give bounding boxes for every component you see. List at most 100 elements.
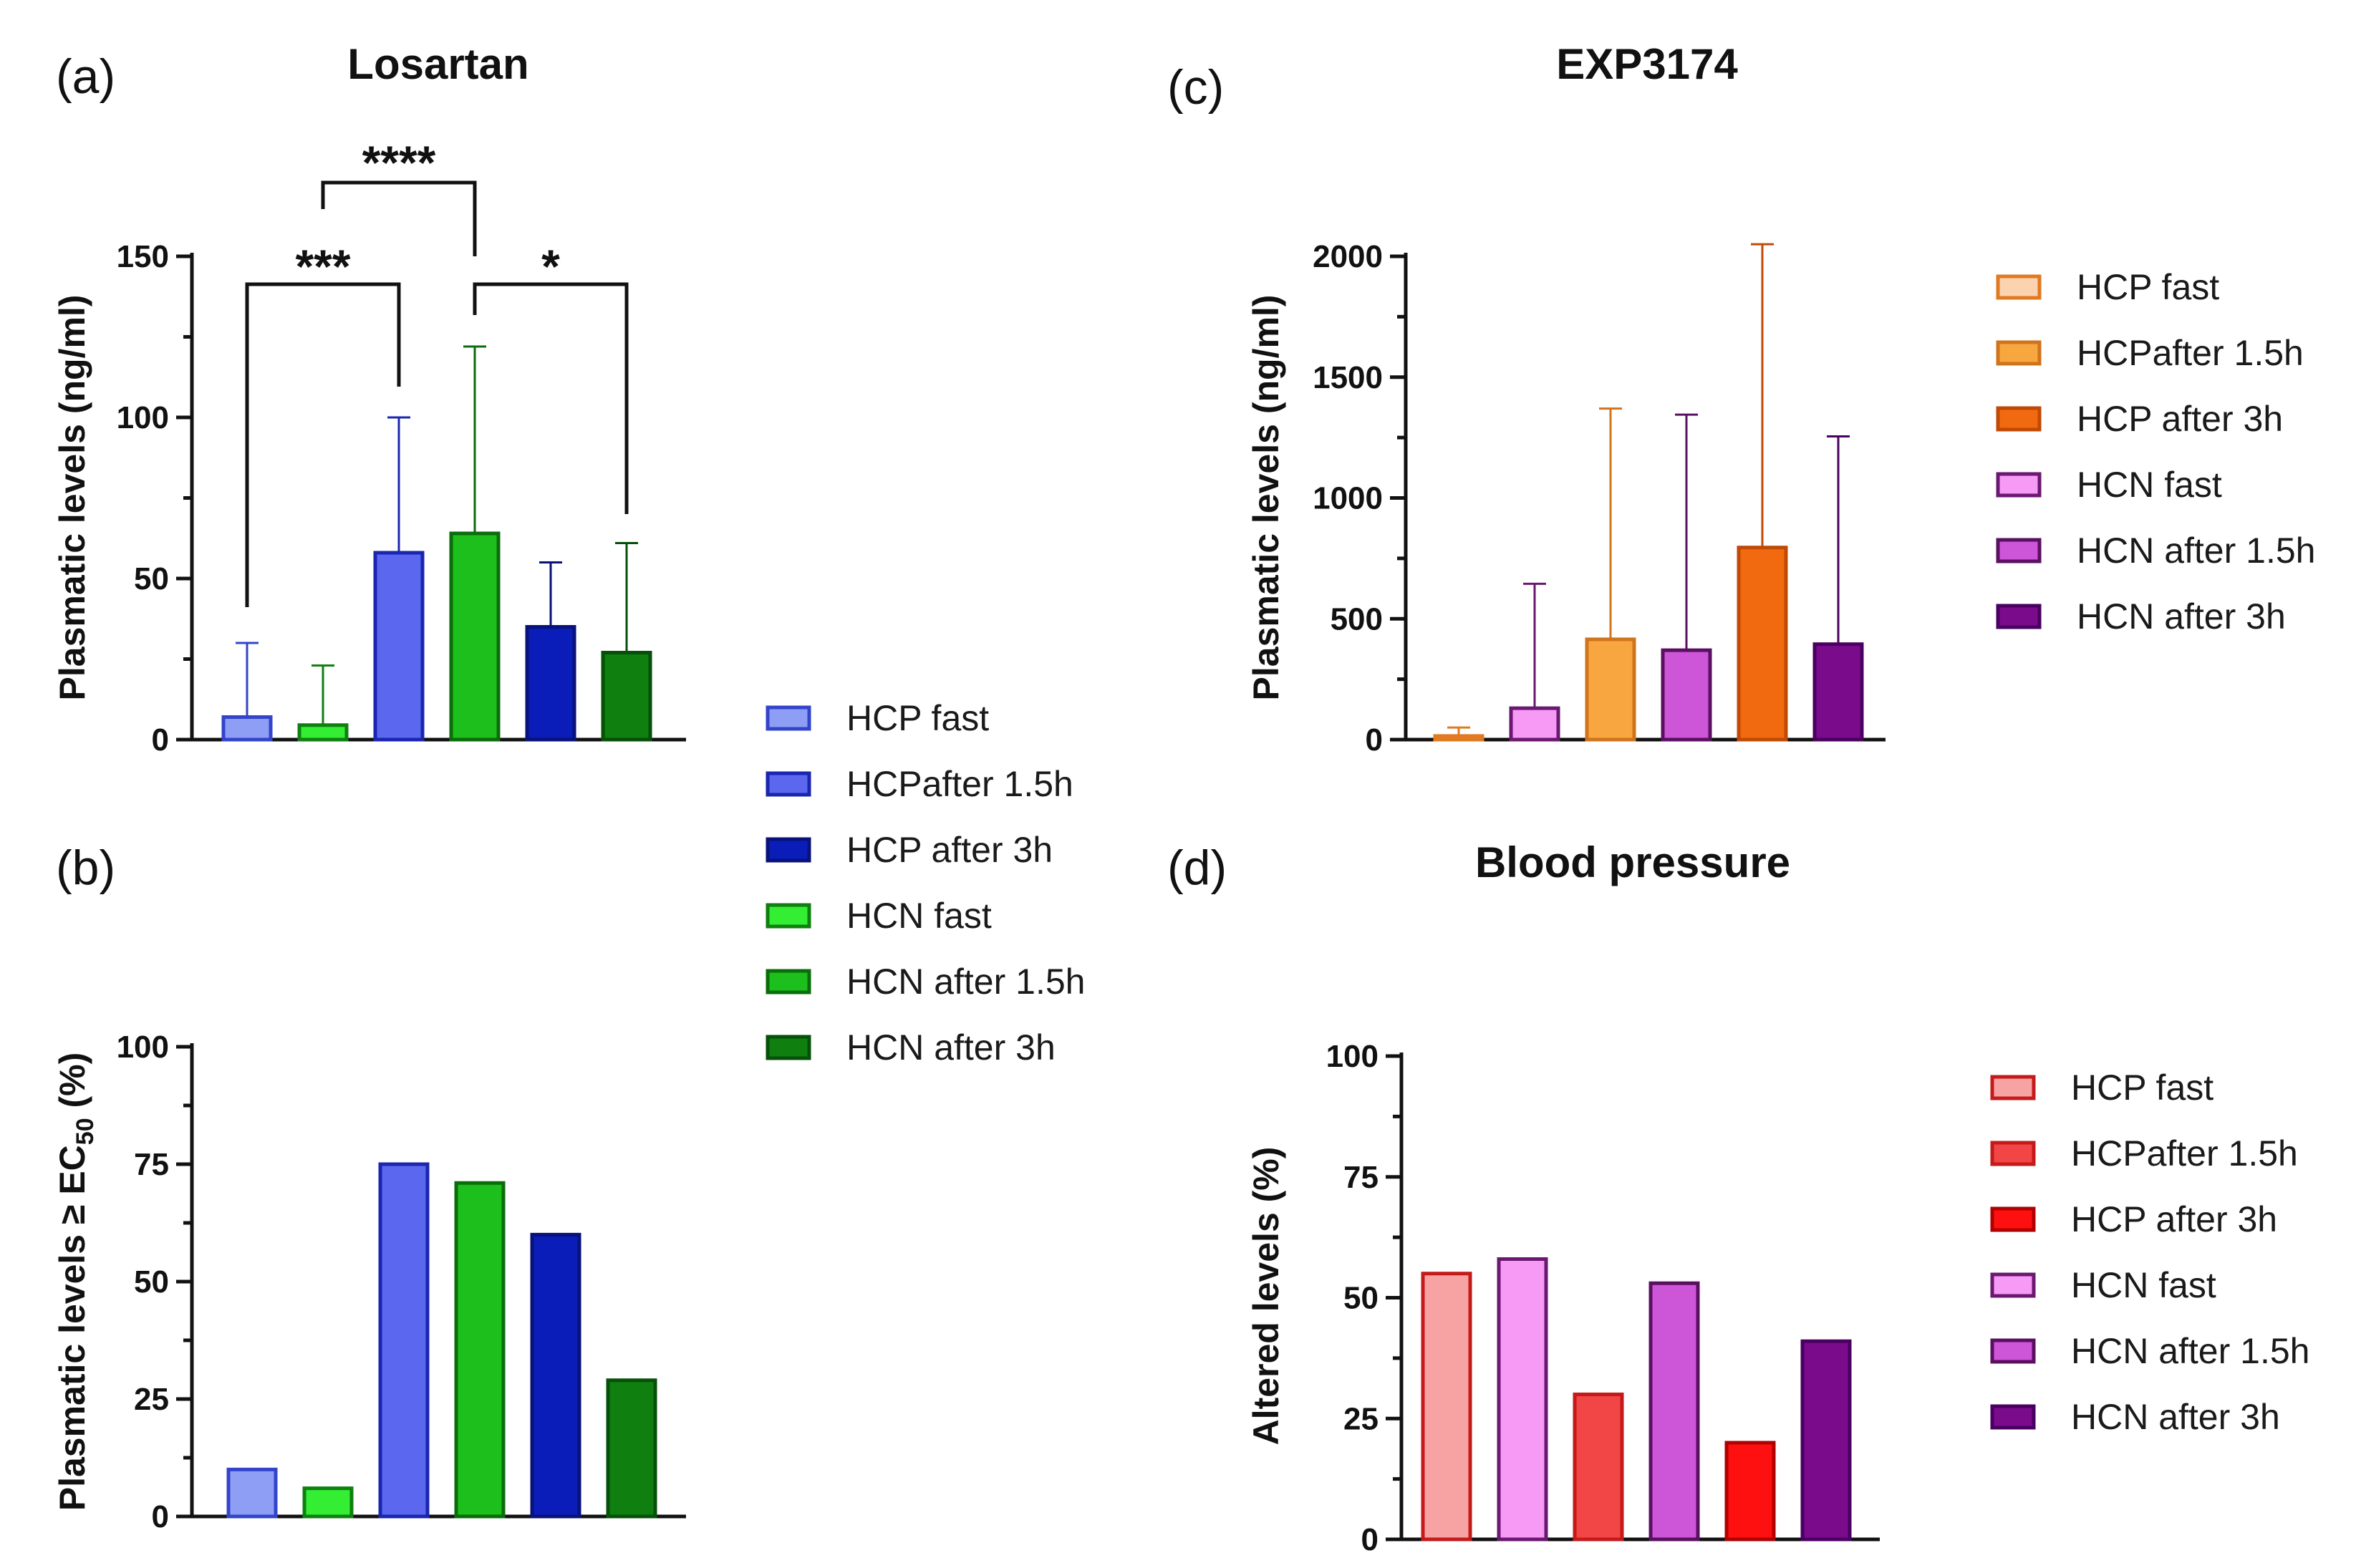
- legend-exp3174: HCP fast HCPafter 1.5h HCP after 3h HCN fas…: [1996, 267, 2315, 637]
- losartan-chart: Losartan Plasmatic levels (ng/ml) 0 50 100 15…: [52, 40, 686, 758]
- legend-label: HCPafter 1.5h: [846, 764, 1073, 804]
- legend-swatch: [766, 969, 811, 994]
- legend-losartan: HCP fast HCPafter 1.5h HCP after 3h HCN fas…: [766, 698, 1085, 1068]
- blood-pressure-chart: Blood pressure Altered levels (%) 0 25 50 75 1…: [1246, 838, 1880, 1557]
- y-tick-label: 500: [1331, 601, 1383, 637]
- legend-label: HCN after 3h: [2071, 1397, 2280, 1437]
- y-tick-label: 50: [134, 1264, 169, 1300]
- y-tick-label: 75: [1343, 1160, 1379, 1195]
- legend-swatch: [1990, 1404, 2036, 1430]
- legend-label: HCN after 1.5h: [2071, 1331, 2309, 1371]
- legend-label: HCN after 1.5h: [2077, 531, 2315, 571]
- legend-label: HCP fast: [2077, 267, 2219, 307]
- legend-swatch: [1996, 274, 2042, 300]
- bar-hcn-after-3h: [606, 1378, 657, 1519]
- legend-swatch: [1996, 472, 2042, 498]
- legend-swatch: [1996, 604, 2042, 629]
- legend-label: HCPafter 1.5h: [2077, 333, 2304, 373]
- legend-swatch: [766, 1035, 811, 1060]
- significance-bracket: [473, 282, 629, 514]
- significance-bracket: [245, 282, 401, 607]
- y-axis-label: Plasmatic levels ≥ EC50 (%): [52, 1052, 99, 1511]
- y-axis-label: Altered levels (%): [1246, 1147, 1286, 1446]
- bar-hcp-after-3h: [530, 1232, 581, 1519]
- bar-hcp-after-3h: [1737, 546, 1788, 742]
- y-tick-label: 1000: [1313, 481, 1383, 516]
- y-tick-label: 0: [152, 722, 169, 758]
- bar-hcn-fast: [297, 723, 349, 742]
- legend-label: HCP after 3h: [846, 830, 1053, 870]
- legend-label: HCP after 3h: [2071, 1199, 2277, 1239]
- bar-hcn-fast: [1509, 706, 1560, 742]
- bar-hcn-after-1-5h: [449, 531, 501, 742]
- panel-letter-d: (d): [1167, 841, 1227, 895]
- y-tick-label: 75: [134, 1147, 169, 1182]
- y-tick-label: 150: [117, 239, 169, 274]
- significance-label: *: [541, 240, 560, 293]
- legend-label: HCN after 1.5h: [846, 962, 1085, 1002]
- bar-hcn-after-3h: [1800, 1339, 1852, 1542]
- legend-swatch: [1990, 1141, 2036, 1166]
- legend-swatch: [1990, 1272, 2036, 1298]
- y-tick-label: 100: [117, 1030, 169, 1065]
- y-tick-label: 0: [1366, 722, 1383, 758]
- legend-label: HCN fast: [2071, 1265, 2216, 1305]
- legend-swatch: [1996, 406, 2042, 432]
- panel-letter-a: (a): [56, 49, 115, 104]
- y-tick-label: 2000: [1313, 239, 1383, 274]
- y-tick-label: 0: [1361, 1522, 1379, 1557]
- bar-hcn-after-1-5h: [1648, 1281, 1700, 1542]
- legend-label: HCP after 3h: [2077, 399, 2283, 439]
- legend-label: HCP fast: [846, 698, 989, 738]
- legend-label: HCN after 3h: [846, 1027, 1056, 1068]
- legend-swatch: [766, 903, 811, 929]
- chart-title: EXP3174: [1556, 40, 1738, 88]
- significance-label: ****: [362, 136, 436, 189]
- bar-hcp-fast: [1433, 734, 1484, 742]
- bar-hcpafter-1-5h: [373, 551, 425, 742]
- legend-swatch: [1990, 1206, 2036, 1232]
- bar-hcp-after-3h: [1724, 1441, 1776, 1542]
- y-tick-label: 25: [134, 1382, 169, 1417]
- panel-letter-b: (b): [56, 841, 115, 895]
- legend-label: HCN fast: [846, 896, 992, 936]
- legend-label: HCN after 3h: [2077, 596, 2286, 637]
- bar-hcn-after-3h: [601, 651, 652, 742]
- y-axis-label: Plasmatic levels (ng/ml): [52, 295, 92, 701]
- legend-blood-pressure: HCP fast HCPafter 1.5h HCP after 3h HCN fas…: [1990, 1068, 2309, 1437]
- legend-label: HCN fast: [2077, 465, 2222, 505]
- bar-hcn-fast: [1497, 1257, 1548, 1542]
- bar-hcpafter-1-5h: [1585, 637, 1636, 742]
- legend-swatch: [1996, 340, 2042, 366]
- ec50-chart: Plasmatic levels ≥ EC50 (%) 0 25 50 75 100: [52, 1030, 686, 1534]
- bar-hcpafter-1-5h: [378, 1162, 430, 1519]
- bar-hcn-after-1-5h: [1661, 648, 1712, 742]
- bar-hcn-fast: [302, 1486, 354, 1519]
- y-tick-label: 100: [117, 400, 169, 435]
- bar-hcp-fast: [226, 1467, 278, 1519]
- bar-hcp-fast: [221, 715, 273, 742]
- y-tick-label: 0: [152, 1499, 169, 1534]
- y-tick-label: 50: [134, 561, 169, 596]
- exp3174-chart: EXP3174 Plasmatic levels (ng/ml) 0 500 1000 1…: [1246, 40, 1886, 758]
- y-tick-label: 25: [1343, 1401, 1379, 1436]
- y-tick-label: 50: [1343, 1281, 1379, 1316]
- bar-hcp-fast: [1421, 1272, 1472, 1542]
- legend-swatch: [766, 771, 811, 797]
- y-tick-label: 1500: [1313, 360, 1383, 395]
- bar-hcn-after-3h: [1812, 642, 1864, 742]
- legend-label: HCP fast: [2071, 1068, 2213, 1108]
- legend-swatch: [1990, 1075, 2036, 1100]
- legend-swatch: [1996, 538, 2042, 563]
- legend-label: HCPafter 1.5h: [2071, 1133, 2298, 1173]
- bar-hcn-after-1-5h: [454, 1181, 506, 1519]
- bar-hcpafter-1-5h: [1573, 1393, 1624, 1542]
- y-tick-label: 100: [1326, 1039, 1379, 1074]
- significance-bracket: [321, 180, 477, 256]
- panel-letter-c: (c): [1167, 60, 1224, 115]
- chart-title: Blood pressure: [1475, 838, 1790, 886]
- legend-swatch: [1990, 1338, 2036, 1364]
- bar-hcp-after-3h: [525, 625, 576, 742]
- y-axis-label: Plasmatic levels (ng/ml): [1246, 295, 1286, 701]
